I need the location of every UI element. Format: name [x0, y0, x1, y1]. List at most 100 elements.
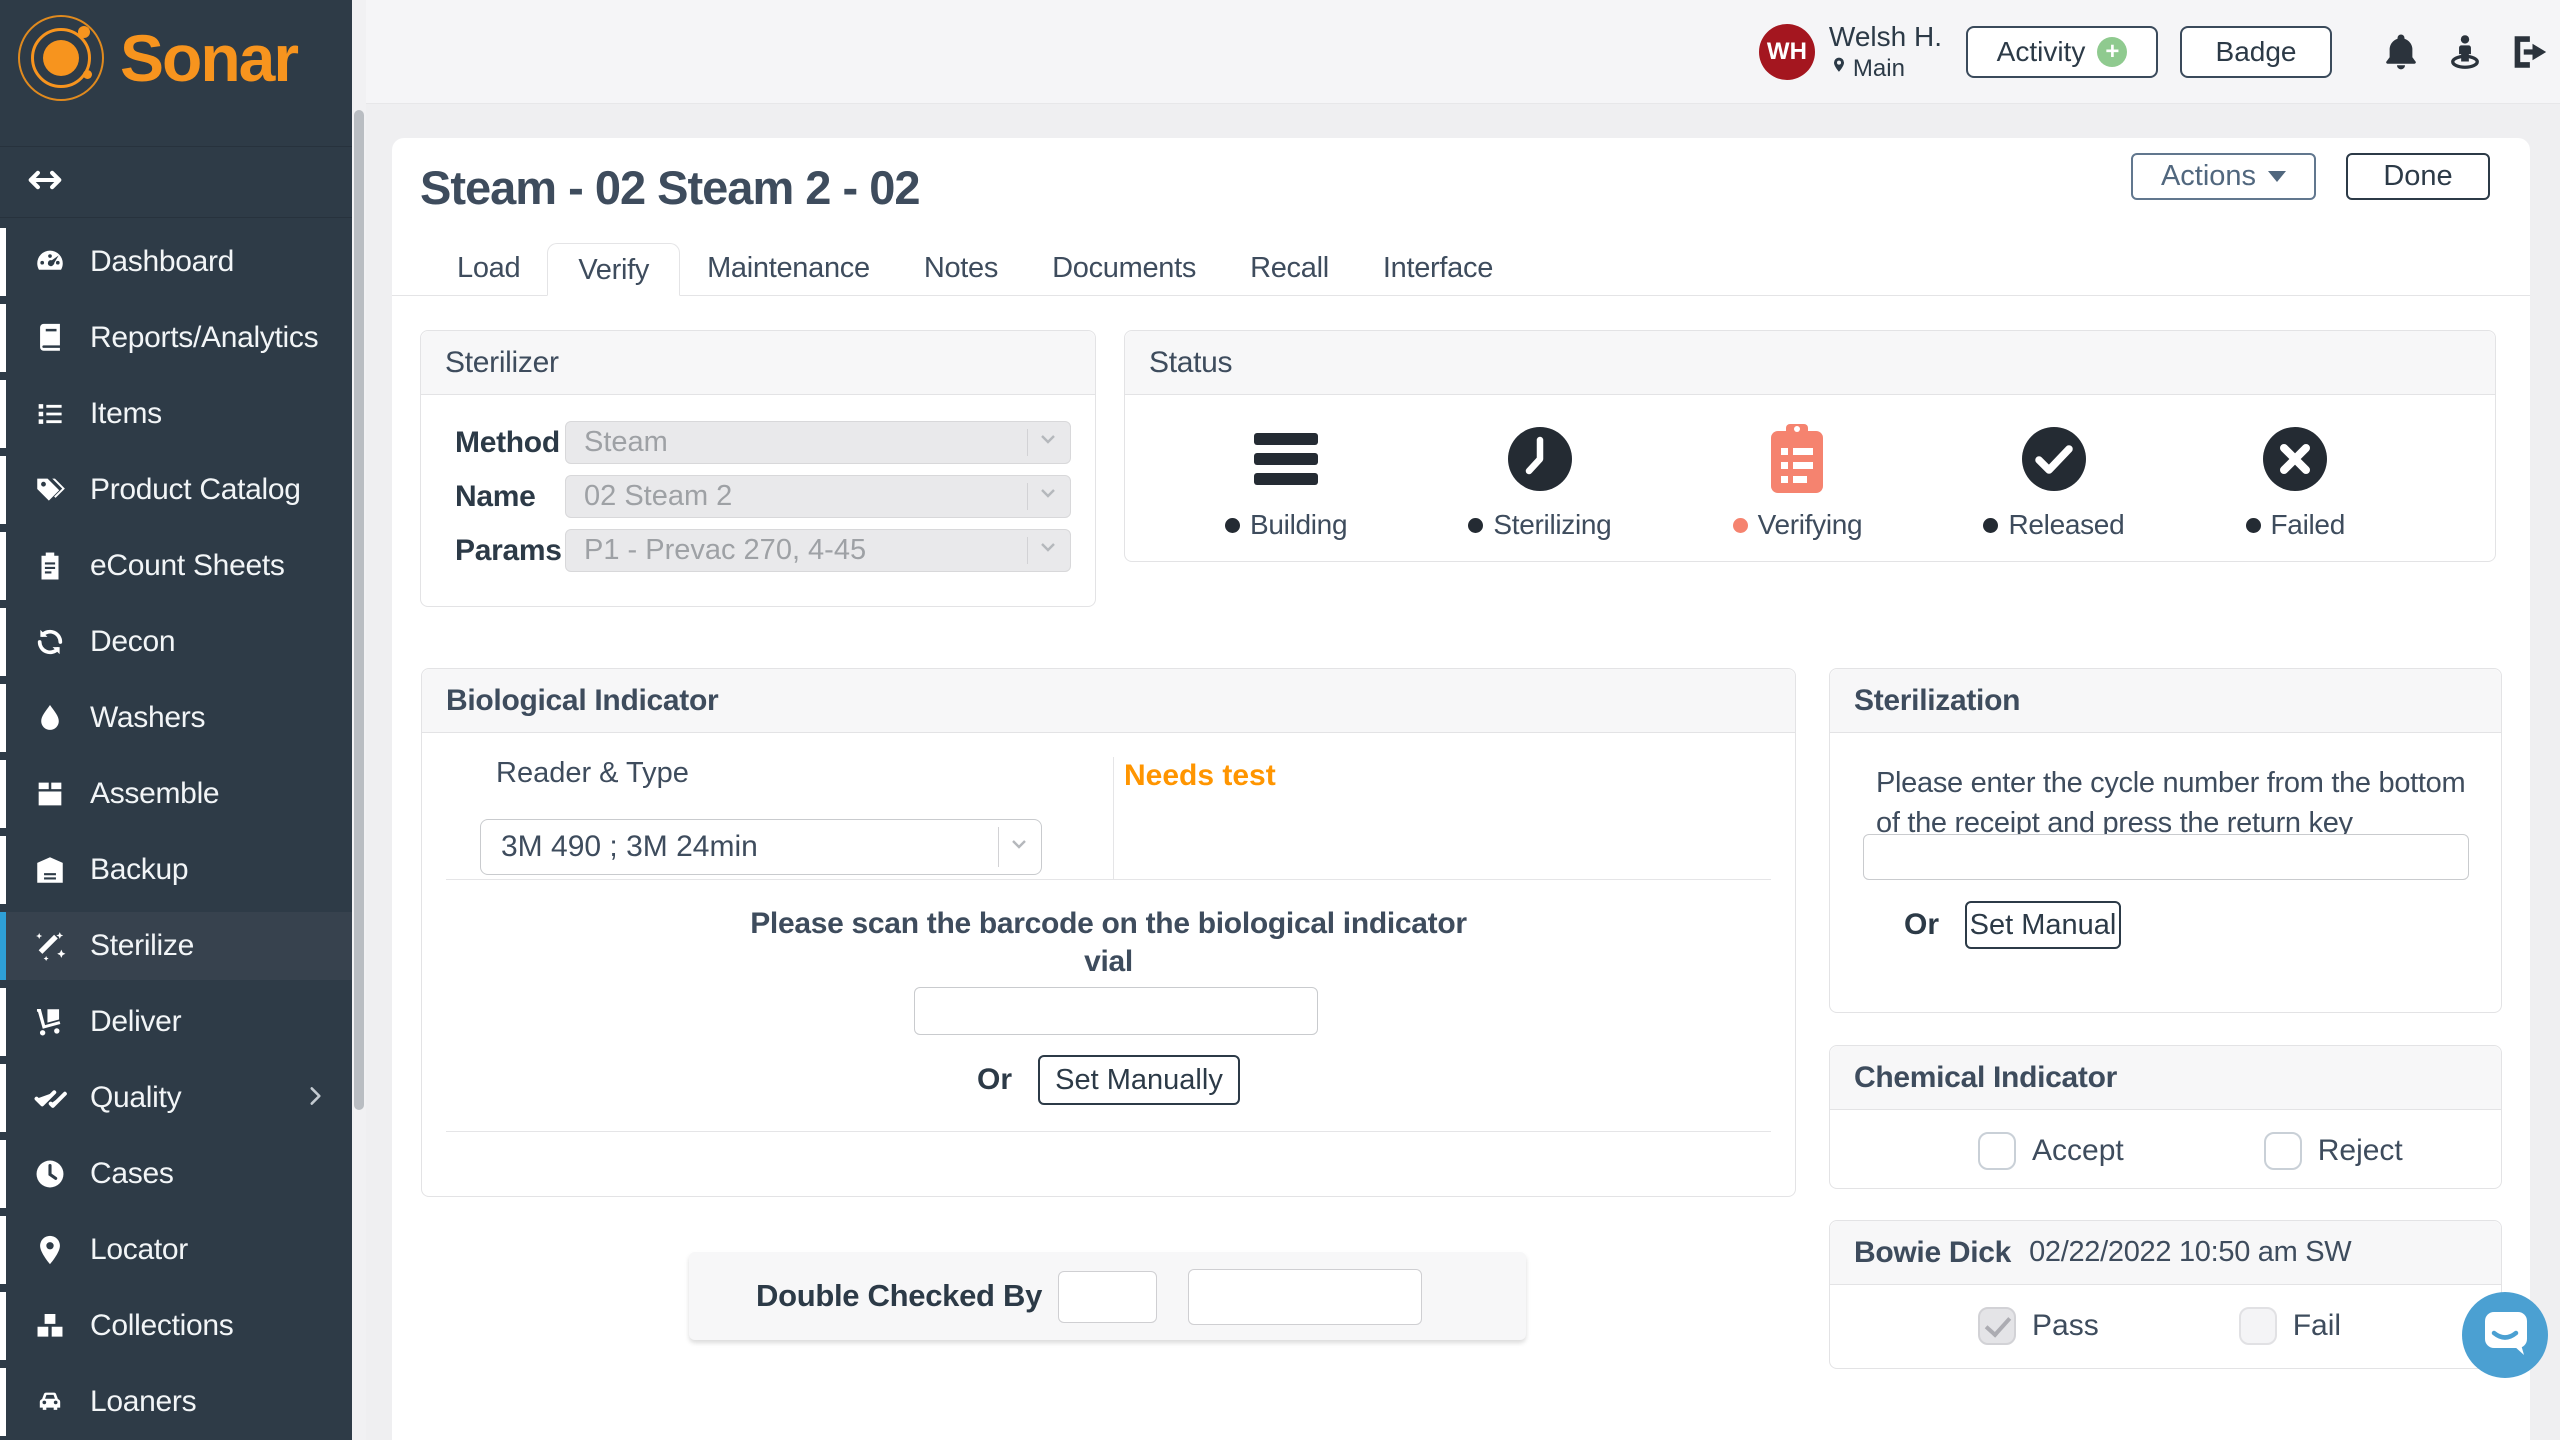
set-manual-button[interactable]: Set Manual — [1965, 901, 2122, 949]
sidebar: Sonar Dashboard Reports/Analytics Items … — [0, 0, 352, 1440]
backup-warehouse-icon — [28, 853, 72, 887]
cycle-number-input[interactable] — [1863, 834, 2469, 880]
cases-clock-icon — [28, 1157, 72, 1191]
sidebar-item-backup[interactable]: Backup — [0, 836, 352, 904]
double-checked-initials-input[interactable] — [1058, 1271, 1157, 1323]
sidebar-item-locator[interactable]: Locator — [0, 1216, 352, 1284]
avatar[interactable]: WH — [1758, 23, 1815, 80]
status-building: Building — [1225, 421, 1348, 541]
user-location: Main — [1852, 54, 1905, 82]
chemical-indicator-title: Chemical Indicator — [1830, 1046, 2501, 1110]
actions-dropdown-button[interactable]: Actions — [2131, 153, 2316, 200]
reject-checkbox[interactable] — [2263, 1132, 2302, 1170]
brand-logo[interactable]: Sonar — [0, 0, 352, 104]
sidebar-nav: Dashboard Reports/Analytics Items Produc… — [0, 228, 352, 1440]
quality-double-check-icon — [28, 1081, 72, 1115]
reader-type-value: 3M 490 ; 3M 24min — [501, 830, 758, 863]
map-pin-icon — [1829, 55, 1849, 83]
status-panel: Status Building Sterilizing Verifying — [1124, 330, 2496, 562]
tab-load[interactable]: Load — [457, 252, 521, 284]
sidebar-item-deliver[interactable]: Deliver — [0, 988, 352, 1056]
collapse-arrows-icon — [26, 161, 64, 204]
sidebar-item-items[interactable]: Items — [0, 380, 352, 448]
reports-icon — [28, 321, 72, 355]
activity-button[interactable]: Activity + — [1966, 25, 2158, 78]
pass-checkbox — [1978, 1307, 2016, 1345]
sidebar-item-sterilize[interactable]: Sterilize — [0, 912, 352, 980]
content-card: Steam - 02 Steam 2 - 02 Actions Done Loa… — [392, 138, 2530, 1440]
chevron-down-icon — [1007, 830, 1031, 864]
sidebar-item-decon[interactable]: Decon — [0, 608, 352, 676]
reader-type-select[interactable]: 3M 490 ; 3M 24min — [480, 819, 1042, 875]
tab-interface[interactable]: Interface — [1382, 252, 1494, 284]
locator-map-marker-icon — [28, 1233, 72, 1267]
reject-label: Reject — [2317, 1134, 2403, 1167]
notifications-bell-icon[interactable] — [2380, 31, 2422, 73]
tab-verify[interactable]: Verify — [547, 243, 681, 296]
bowie-dick-timestamp: 02/22/2022 10:50 am SW — [2029, 1236, 2352, 1268]
sidebar-item-washers[interactable]: Washers — [0, 684, 352, 752]
status-panel-title: Status — [1125, 331, 2495, 395]
assemble-box-icon — [28, 777, 72, 811]
page-title: Steam - 02 Steam 2 - 02 — [420, 161, 920, 214]
chat-widget-button[interactable] — [2462, 1292, 2548, 1378]
activity-button-label: Activity — [1996, 35, 2086, 67]
accept-checkbox[interactable] — [1978, 1132, 2016, 1170]
plus-circle-icon: + — [2097, 36, 2128, 67]
sidebar-scrollbar-thumb[interactable] — [354, 110, 364, 1110]
vertical-divider — [1113, 757, 1114, 879]
badge-button[interactable]: Badge — [2180, 25, 2332, 78]
sign-out-icon[interactable] — [2508, 31, 2550, 73]
sterilization-panel: Sterilization Please enter the cycle num… — [1829, 668, 2502, 1013]
tab-documents[interactable]: Documents — [1052, 252, 1197, 284]
street-view-user-icon[interactable] — [2444, 31, 2486, 73]
pass-label: Pass — [2032, 1309, 2099, 1342]
sidebar-item-reports-analytics[interactable]: Reports/Analytics — [0, 304, 352, 372]
done-button[interactable]: Done — [2346, 153, 2490, 200]
biological-indicator-panel: Biological Indicator Reader & Type 3M 49… — [421, 668, 1796, 1197]
sidebar-item-quality[interactable]: Quality — [0, 1064, 352, 1132]
sidebar-item-label: Decon — [90, 625, 176, 658]
badge-button-label: Badge — [2215, 35, 2297, 67]
status-failed: Failed — [2245, 421, 2346, 541]
sidebar-item-label: Quality — [90, 1081, 182, 1114]
user-name: Welsh H. — [1828, 20, 1942, 52]
sidebar-item-ecount-sheets[interactable]: eCount Sheets — [0, 532, 352, 600]
reader-type-label: Reader & Type — [496, 757, 689, 789]
building-icon — [1253, 421, 1319, 497]
sidebar-item-cases[interactable]: Cases — [0, 1140, 352, 1208]
double-checked-by-label: Double Checked By — [756, 1278, 1043, 1313]
ecount-sheets-clipboard-icon — [28, 549, 72, 583]
set-manually-button[interactable]: Set Manually — [1038, 1055, 1240, 1105]
bowie-dick-title: Bowie Dick — [1854, 1236, 2012, 1269]
status-label: Building — [1250, 509, 1348, 540]
double-checked-name-input[interactable] — [1188, 1269, 1422, 1325]
user-info: Welsh H. Main — [1829, 21, 1942, 83]
washers-droplet-icon — [28, 701, 72, 735]
sidebar-item-collections[interactable]: Collections — [0, 1292, 352, 1360]
tab-maintenance[interactable]: Maintenance — [707, 252, 870, 284]
barcode-scan-input[interactable] — [914, 987, 1318, 1035]
method-label: Method — [455, 425, 560, 459]
biological-indicator-title: Biological Indicator — [422, 669, 1795, 733]
status-dot — [1983, 517, 1999, 533]
chevron-right-icon — [302, 1083, 328, 1114]
product-catalog-tags-icon — [28, 473, 72, 507]
status-label: Failed — [2270, 509, 2346, 540]
status-label: Released — [2008, 509, 2125, 540]
tab-recall[interactable]: Recall — [1250, 252, 1329, 284]
tab-notes[interactable]: Notes — [923, 252, 999, 284]
fail-label: Fail — [2292, 1309, 2342, 1342]
or-label: Or — [976, 1063, 1012, 1096]
name-value: 02 Steam 2 — [584, 480, 733, 512]
sidebar-item-dashboard[interactable]: Dashboard — [0, 228, 352, 296]
sidebar-collapse-toggle[interactable] — [0, 146, 352, 218]
sidebar-item-label: Cases — [90, 1157, 174, 1190]
sidebar-item-assemble[interactable]: Assemble — [0, 760, 352, 828]
sidebar-item-label: Reports/Analytics — [90, 321, 319, 354]
loaners-car-icon — [28, 1385, 72, 1419]
sidebar-item-product-catalog[interactable]: Product Catalog — [0, 456, 352, 524]
dashboard-icon — [28, 245, 72, 279]
sidebar-item-loaners[interactable]: Loaners — [0, 1368, 352, 1436]
sidebar-item-label: Loaners — [90, 1385, 197, 1418]
